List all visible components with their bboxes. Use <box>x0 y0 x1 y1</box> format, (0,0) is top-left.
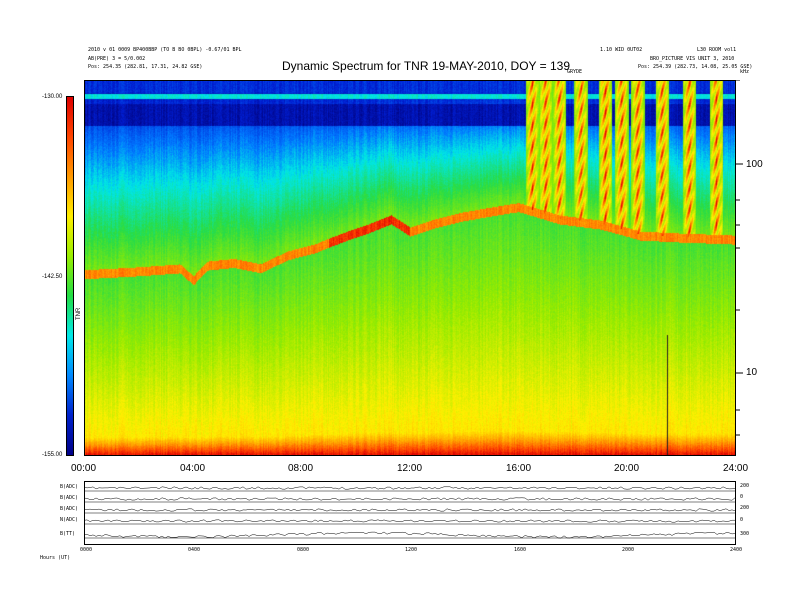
info-left-line-1: 2010 v 01 0009 BP400BBP (TO B BO 0BPL) -… <box>88 47 242 53</box>
colorbar-tick-label: -130.00 <box>42 94 63 100</box>
strip-chart-panel <box>84 481 736 545</box>
event-marker: GRYDE <box>567 69 583 75</box>
colorbar-tick-label: -155.00 <box>42 452 63 458</box>
strip-right-tick: 200 <box>740 483 750 489</box>
x-tick-label: 04:00 <box>180 463 206 474</box>
strip-label: B(ADC) <box>60 484 79 490</box>
strip-right-tick: 200 <box>740 505 750 511</box>
info-right-line-3: BRO_PICTURE VIS UNIT 3, 2010 <box>650 56 735 62</box>
strip-trace <box>84 486 736 490</box>
strip-x-tick: 1200 <box>405 547 418 553</box>
info-right-line-2: L30 ROOM vol1 <box>697 47 737 53</box>
strip-x-tick: 1600 <box>514 547 527 553</box>
unit-corner: kHz <box>740 69 750 75</box>
info-left-line-3: Pos: 254.35 (282.81, 17.31, 24.82 GSE) <box>88 64 203 70</box>
info-right-line-4: Pos: 254.39 (282.73, 14.08, 25.05 GSE) <box>638 64 753 70</box>
x-tick-label: 24:00 <box>723 463 749 474</box>
strip-trace <box>84 519 735 523</box>
strip-right-tick: 300 <box>740 531 750 537</box>
y-axis-right <box>736 80 743 436</box>
strip-label: N(ADC) <box>60 517 79 523</box>
strip-right-tick: 0 <box>740 517 744 523</box>
spectrogram-frame <box>84 80 736 456</box>
strip-x-tick: 0800 <box>297 547 310 553</box>
x-tick-label: 20:00 <box>614 463 640 474</box>
y-tick-label: 10 <box>746 367 758 378</box>
colorbar <box>66 96 74 456</box>
colorbar-tick-label: -142.50 <box>42 274 63 280</box>
strip-trace <box>84 531 736 539</box>
spectrogram-heatmap <box>85 81 735 455</box>
colorbar-label: TNR <box>76 307 82 320</box>
x-tick-label: 08:00 <box>288 463 314 474</box>
strip-x-tick: 2000 <box>622 547 635 553</box>
y-tick-label: 100 <box>746 159 763 170</box>
strip-footer: Hours (UT) <box>40 555 71 561</box>
strip-x-tick: 0400 <box>188 547 201 553</box>
strip-trace <box>84 497 736 501</box>
strip-right-tick: 0 <box>740 494 744 500</box>
strip-label: B(ADC) <box>60 495 79 501</box>
info-right-line-1: 1.10 WID 0UT02 <box>600 47 643 53</box>
x-tick-label: 16:00 <box>506 463 532 474</box>
strip-x-tick: 0000 <box>80 547 93 553</box>
x-tick-label: 12:00 <box>397 463 423 474</box>
x-tick-label: 00:00 <box>71 463 97 474</box>
strip-x-tick: 2400 <box>730 547 743 553</box>
chart-title: Dynamic Spectrum for TNR 19-MAY-2010, DO… <box>282 59 571 73</box>
strip-trace <box>84 508 736 512</box>
strip-label: B(ADC) <box>60 506 79 512</box>
info-left-line-2: AB(PRE) 3 = 5/0.002 <box>88 56 146 62</box>
strip-label: B(TT) <box>60 531 76 537</box>
